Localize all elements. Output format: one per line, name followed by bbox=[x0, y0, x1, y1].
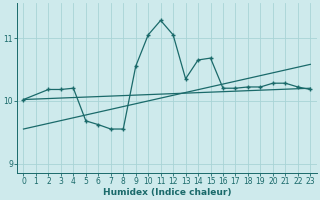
X-axis label: Humidex (Indice chaleur): Humidex (Indice chaleur) bbox=[103, 188, 231, 197]
